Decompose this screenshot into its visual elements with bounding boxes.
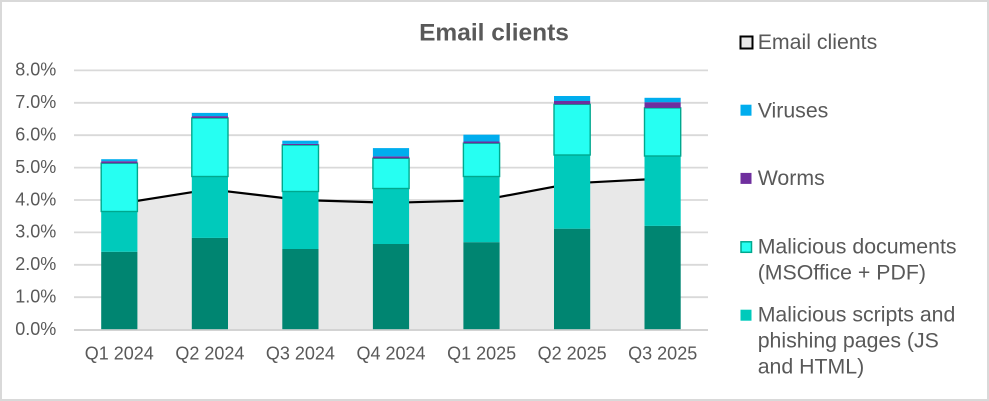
svg-text:Q1 2025: Q1 2025 <box>447 343 516 363</box>
svg-text:Malicious scripts and: Malicious scripts and <box>758 303 956 327</box>
svg-text:3.0%: 3.0% <box>15 222 56 242</box>
svg-text:Email clients: Email clients <box>758 30 878 54</box>
svg-text:and HTML): and HTML) <box>758 355 865 379</box>
svg-text:Q2 2024: Q2 2024 <box>175 343 244 363</box>
svg-text:2.0%: 2.0% <box>15 254 56 274</box>
svg-text:Viruses: Viruses <box>758 99 829 123</box>
svg-text:Malicious documents: Malicious documents <box>758 234 957 258</box>
svg-text:Email clients: Email clients <box>419 20 569 47</box>
svg-text:Q3 2024: Q3 2024 <box>266 343 335 363</box>
svg-text:Q4 2024: Q4 2024 <box>356 343 425 363</box>
svg-text:Q1 2024: Q1 2024 <box>85 343 154 363</box>
svg-text:8.0%: 8.0% <box>15 60 56 80</box>
svg-text:5.0%: 5.0% <box>15 157 56 177</box>
svg-text:1.0%: 1.0% <box>15 287 56 307</box>
svg-text:(MSOffice + PDF): (MSOffice + PDF) <box>758 261 926 285</box>
svg-text:Q3 2025: Q3 2025 <box>628 343 697 363</box>
svg-text:0.0%: 0.0% <box>15 319 56 339</box>
svg-text:Q2 2025: Q2 2025 <box>538 343 607 363</box>
svg-text:6.0%: 6.0% <box>15 125 56 145</box>
svg-text:phishing pages (JS: phishing pages (JS <box>758 329 939 353</box>
svg-text:4.0%: 4.0% <box>15 189 56 209</box>
svg-text:Worms: Worms <box>758 166 825 190</box>
svg-text:7.0%: 7.0% <box>15 92 56 112</box>
